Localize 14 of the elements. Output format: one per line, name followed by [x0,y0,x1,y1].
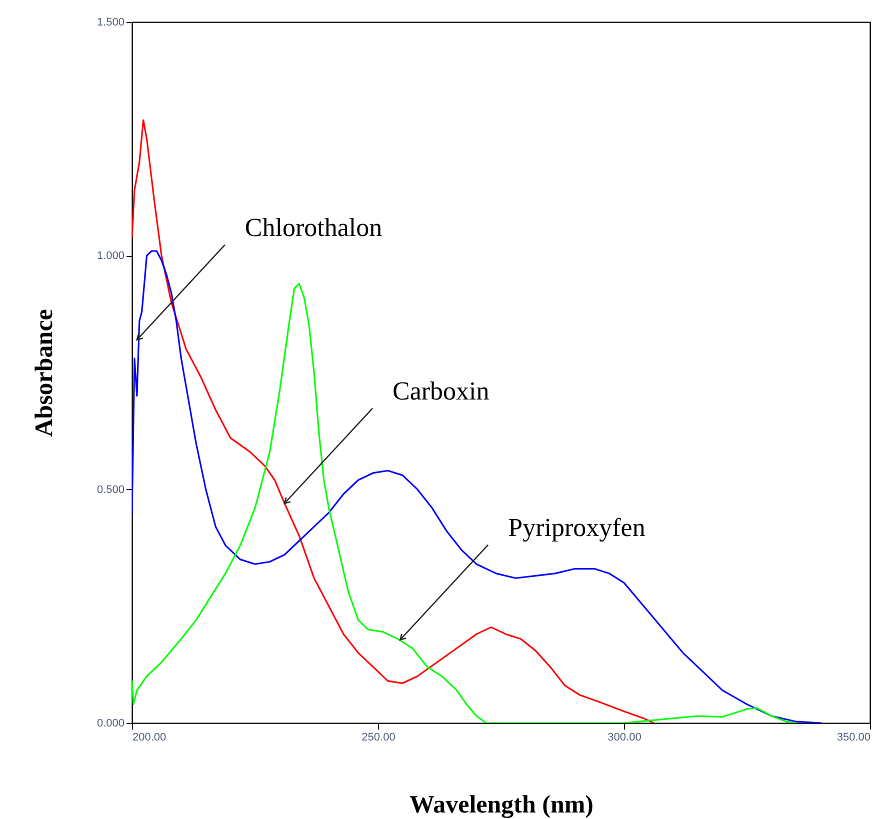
annotation: Chlorothalon [244,212,382,242]
y-tick-label: 1.500 [96,16,124,28]
y-tick-label: 1.000 [96,250,124,262]
x-tick-label: 200.00 [132,732,166,744]
x-tick-label: 300.00 [608,732,642,744]
annotation: Pyriproxyfen [508,512,646,542]
y-tick-label: 0.000 [96,718,124,730]
line-series [132,119,654,723]
y-tick-label: 0.500 [96,484,124,496]
x-axis-title: Wavelength (nm) [409,792,594,818]
x-tick-label: 250.00 [362,732,396,744]
y-axis-title: Absorbance [30,309,58,437]
annotation: Carboxin [392,376,490,406]
x-tick-label: 350.00 [836,732,870,744]
